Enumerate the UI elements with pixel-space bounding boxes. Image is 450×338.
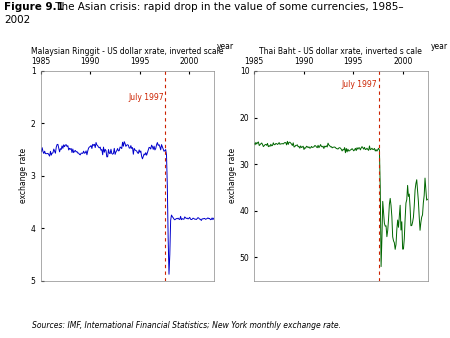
Text: July 1997: July 1997 (342, 80, 377, 89)
Title: Malaysian Ringgit - US dollar xrate, inverted scale: Malaysian Ringgit - US dollar xrate, inv… (31, 47, 223, 56)
Text: Figure 9.1: Figure 9.1 (4, 2, 64, 12)
Text: The Asian crisis: rapid drop in the value of some currencies, 1985–: The Asian crisis: rapid drop in the valu… (52, 2, 403, 12)
Text: year: year (431, 42, 448, 51)
Text: 2002: 2002 (4, 15, 31, 25)
Text: Sources: IMF, International Financial Statistics; New York monthly exchange rate: Sources: IMF, International Financial St… (32, 320, 341, 330)
Text: July 1997: July 1997 (128, 93, 163, 102)
Title: Thai Baht - US dollar xrate, inverted s cale: Thai Baht - US dollar xrate, inverted s … (260, 47, 422, 56)
Y-axis label: exchange rate: exchange rate (228, 148, 237, 203)
Y-axis label: exchange rate: exchange rate (19, 148, 28, 203)
Text: year: year (217, 42, 234, 51)
